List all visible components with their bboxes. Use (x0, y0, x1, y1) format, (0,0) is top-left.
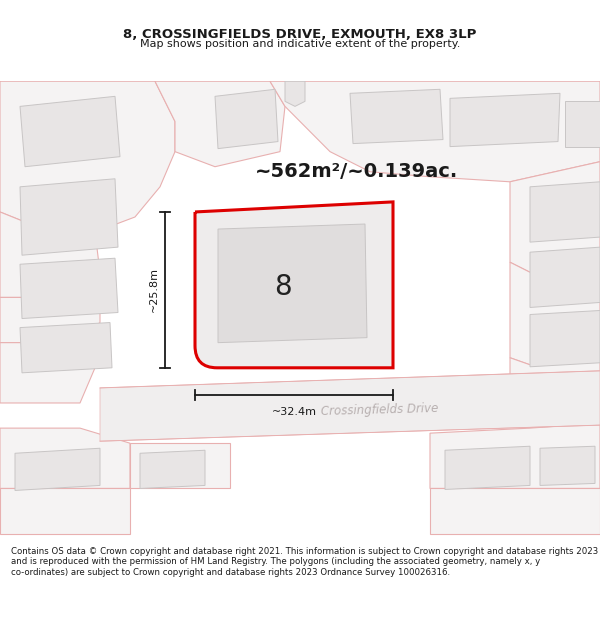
Polygon shape (0, 81, 175, 232)
Polygon shape (510, 262, 600, 365)
Polygon shape (530, 311, 600, 367)
Polygon shape (0, 272, 100, 342)
Polygon shape (0, 212, 100, 298)
Polygon shape (530, 182, 600, 242)
Polygon shape (20, 322, 112, 373)
Polygon shape (430, 423, 600, 489)
Polygon shape (0, 428, 130, 489)
Polygon shape (510, 357, 600, 428)
Text: 8: 8 (274, 273, 292, 301)
Text: Map shows position and indicative extent of the property.: Map shows position and indicative extent… (140, 39, 460, 49)
Polygon shape (270, 81, 600, 182)
Polygon shape (218, 224, 367, 343)
Text: 8, CROSSINGFIELDS DRIVE, EXMOUTH, EX8 3LP: 8, CROSSINGFIELDS DRIVE, EXMOUTH, EX8 3L… (124, 28, 476, 41)
Polygon shape (285, 81, 305, 106)
Text: ~25.8m: ~25.8m (149, 268, 159, 312)
Polygon shape (540, 446, 595, 486)
Polygon shape (530, 247, 600, 308)
Text: Crossingfields Drive: Crossingfields Drive (321, 402, 439, 418)
Polygon shape (215, 89, 278, 149)
Polygon shape (0, 342, 95, 403)
Text: ~32.4m: ~32.4m (271, 407, 317, 417)
PathPatch shape (195, 202, 393, 368)
Polygon shape (565, 101, 600, 147)
Polygon shape (510, 162, 600, 272)
Polygon shape (0, 489, 130, 534)
Polygon shape (450, 93, 560, 147)
Text: ~562m²/~0.139ac.: ~562m²/~0.139ac. (255, 162, 458, 181)
Polygon shape (140, 450, 205, 489)
Polygon shape (130, 443, 230, 489)
Polygon shape (445, 446, 530, 489)
Polygon shape (155, 81, 285, 167)
Polygon shape (20, 96, 120, 167)
Polygon shape (100, 371, 600, 441)
Text: Contains OS data © Crown copyright and database right 2021. This information is : Contains OS data © Crown copyright and d… (11, 547, 598, 577)
Polygon shape (20, 258, 118, 319)
Polygon shape (430, 489, 600, 534)
Polygon shape (20, 179, 118, 255)
Polygon shape (15, 448, 100, 491)
Polygon shape (350, 89, 443, 144)
